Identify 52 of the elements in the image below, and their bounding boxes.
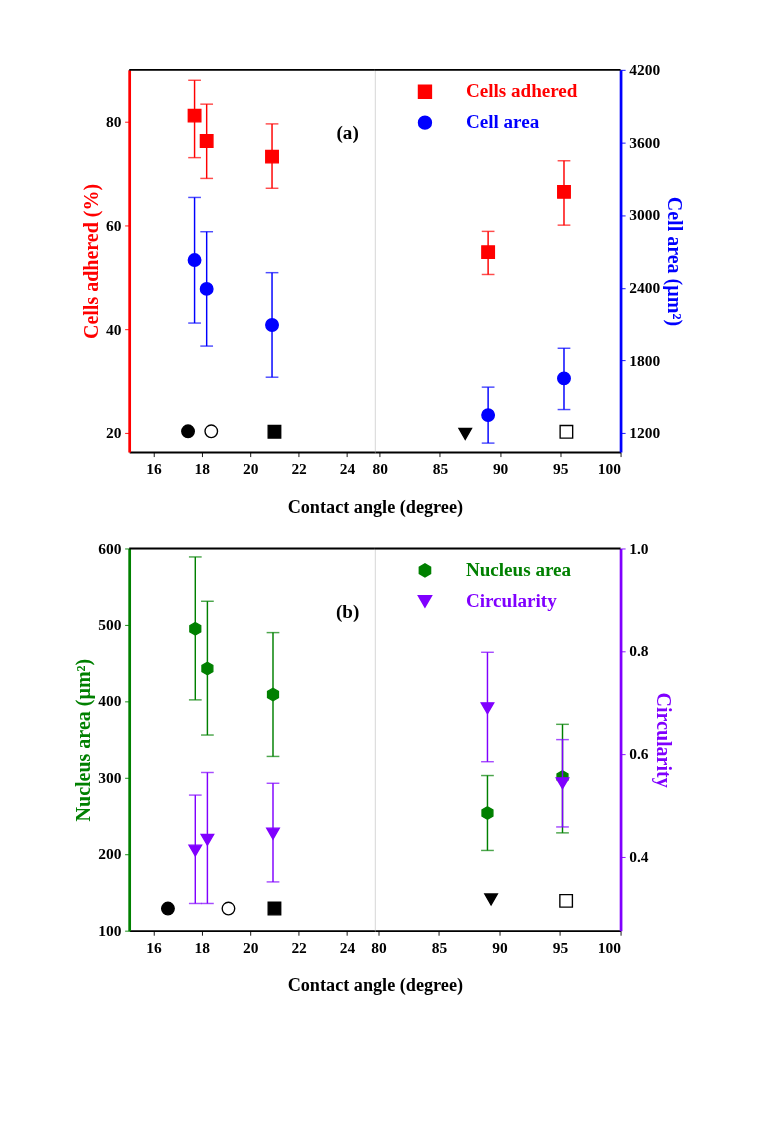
y2-tick-label: 0.6 — [629, 745, 649, 762]
x-axis-title: Contact angle (degree) — [287, 496, 464, 518]
x-tick-label: 85 — [431, 939, 448, 956]
y2-tick-label: 3600 — [629, 133, 661, 151]
x-tick-label: 85 — [432, 460, 449, 478]
x-tick-label: 80 — [371, 939, 387, 956]
x-tick-label: 95 — [553, 460, 569, 478]
x-axis-title: Contact angle (degree) — [287, 975, 464, 997]
y-tick-label: 80 — [106, 112, 122, 130]
x-tick-label: 18 — [194, 460, 211, 478]
y-tick-label: 500 — [98, 615, 122, 633]
y2-tick-label: 4200 — [629, 60, 661, 78]
y-tick-label: 40 — [106, 320, 122, 338]
x-tick-label: 90 — [492, 460, 509, 478]
x-tick-label: 90 — [492, 939, 509, 956]
y2-axis-title: Circularity — [651, 692, 675, 788]
y2-tick-label: 1.0 — [629, 539, 649, 557]
x-tick-label: 16 — [146, 939, 162, 956]
y2-tick-label: 0.4 — [629, 847, 649, 865]
y2-tick-label: 2400 — [629, 278, 661, 296]
y2-tick-label: 3000 — [629, 206, 661, 224]
legend-label: Nucleus area — [465, 558, 572, 580]
y2-tick-label: 0.8 — [629, 642, 649, 660]
y2-tick-label: 1800 — [629, 351, 661, 369]
annotation: (a) — [336, 122, 359, 145]
x-tick-label: 100 — [597, 460, 622, 478]
y2-axis-title: Cell area (µm²) — [663, 196, 687, 327]
x-tick-label: 20 — [242, 939, 259, 956]
y-tick-label: 100 — [98, 921, 122, 939]
legend-label: Cells adhered — [465, 80, 578, 102]
y-axis-title: Cells adhered (%) — [79, 183, 103, 340]
y-tick-label: 20 — [106, 424, 122, 442]
y-tick-label: 400 — [98, 692, 122, 710]
x-tick-label: 22 — [291, 460, 308, 478]
x-tick-label: 18 — [194, 939, 211, 956]
x-tick-label: 24 — [339, 939, 356, 956]
legend-label: Circularity — [465, 589, 558, 611]
y-axis-title: Nucleus area (µm²) — [72, 658, 96, 822]
annotation: (b) — [335, 600, 360, 623]
x-tick-label: 100 — [597, 939, 622, 956]
y-tick-label: 600 — [98, 539, 122, 557]
y-tick-label: 200 — [98, 845, 122, 863]
legend-label: Cell area — [465, 111, 540, 133]
x-tick-label: 24 — [339, 460, 356, 478]
x-tick-label: 80 — [372, 460, 389, 478]
y-tick-label: 60 — [106, 216, 122, 234]
x-tick-label: 20 — [242, 460, 259, 478]
x-tick-label: 22 — [291, 939, 308, 956]
y2-tick-label: 1200 — [629, 424, 661, 442]
y-tick-label: 300 — [98, 768, 122, 786]
x-tick-label: 95 — [552, 939, 569, 956]
x-tick-label: 16 — [146, 460, 162, 478]
